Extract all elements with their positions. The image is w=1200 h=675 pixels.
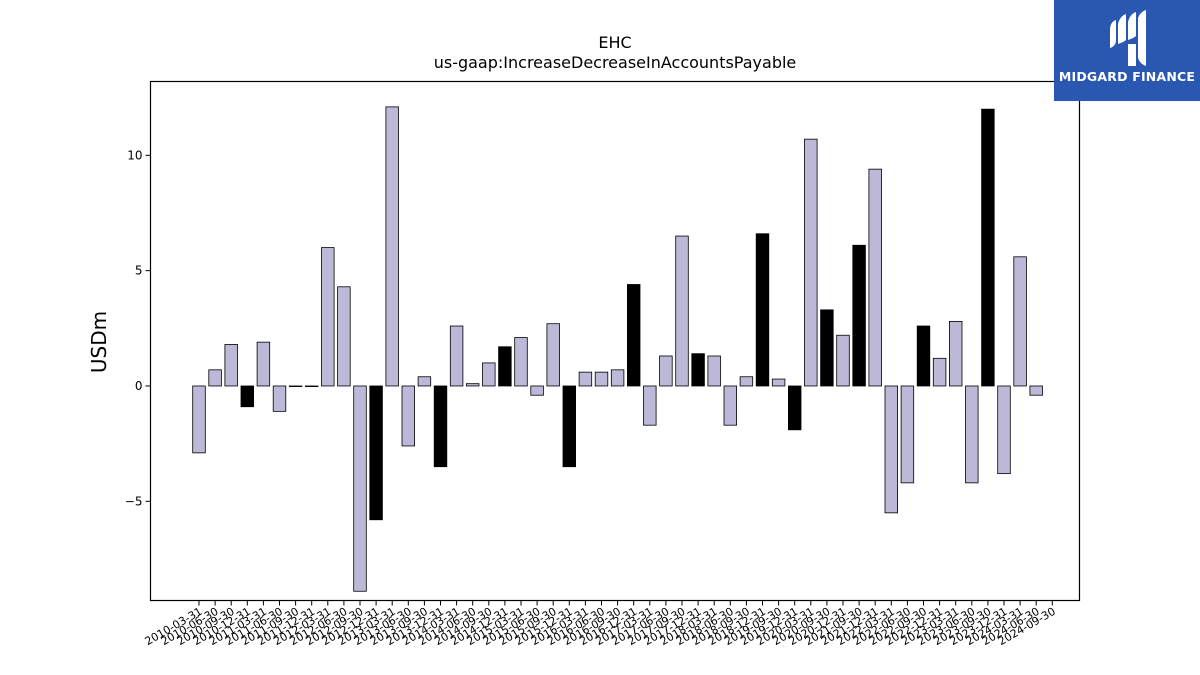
bar xyxy=(514,337,528,387)
bar xyxy=(256,341,271,387)
bar xyxy=(417,376,432,387)
bar xyxy=(659,355,673,387)
bar xyxy=(836,334,850,387)
bar xyxy=(546,323,560,387)
midgard-logo-icon xyxy=(1110,10,1146,66)
bar xyxy=(304,385,319,387)
bar xyxy=(965,385,979,484)
bar xyxy=(369,385,383,521)
bar xyxy=(997,385,1011,475)
x-axis: 2010-03-312010-06-302010-09-302010-12-31… xyxy=(143,600,1058,648)
bar xyxy=(884,385,899,514)
bar xyxy=(932,357,947,387)
bar xyxy=(675,235,689,387)
bar xyxy=(643,385,657,426)
y-axis: −5 0 5 10 xyxy=(125,148,151,508)
bar xyxy=(739,376,754,387)
bar xyxy=(852,244,866,387)
bar xyxy=(401,385,416,447)
bar xyxy=(449,325,464,387)
bar xyxy=(465,383,480,387)
bar xyxy=(192,385,206,454)
bar xyxy=(594,371,609,387)
bar xyxy=(771,378,786,387)
y-tick-label: 10 xyxy=(127,148,142,162)
bar xyxy=(804,138,818,387)
bars xyxy=(192,106,1043,592)
bar xyxy=(627,284,641,387)
bar xyxy=(868,168,882,387)
bar xyxy=(224,344,238,387)
bar xyxy=(240,385,255,408)
bar xyxy=(1013,256,1027,387)
bar xyxy=(385,106,399,387)
bar xyxy=(691,353,705,387)
chart-title: EHC xyxy=(598,33,631,52)
bar xyxy=(433,385,448,468)
bar xyxy=(288,385,303,387)
bar xyxy=(337,286,351,387)
bar xyxy=(707,355,721,387)
bar xyxy=(482,362,496,387)
y-axis-label: USDm xyxy=(87,311,111,373)
bar xyxy=(1029,385,1043,396)
bar xyxy=(723,385,738,426)
bar xyxy=(949,320,963,387)
bar xyxy=(562,385,577,468)
bar xyxy=(820,309,834,387)
bar xyxy=(981,108,995,387)
bar xyxy=(755,233,770,387)
bar xyxy=(353,385,367,592)
logo-text: MIDGARD FINANCE xyxy=(1058,69,1196,84)
bar xyxy=(530,385,544,396)
y-tick-label: 5 xyxy=(135,264,143,278)
bar xyxy=(788,385,802,431)
y-tick-label: 0 xyxy=(135,379,143,393)
plot-frame xyxy=(149,80,1081,602)
bar xyxy=(208,369,222,387)
bar xyxy=(610,369,625,387)
chart-subtitle: us-gaap:IncreaseDecreaseInAccountsPayabl… xyxy=(434,53,797,72)
bar xyxy=(578,371,593,387)
y-tick-label: −5 xyxy=(125,494,143,508)
brand-logo: MIDGARD FINANCE xyxy=(1054,0,1200,101)
bar xyxy=(900,385,915,484)
bar xyxy=(916,325,931,387)
bar xyxy=(498,346,512,387)
bar xyxy=(272,385,287,412)
bar xyxy=(321,247,335,387)
